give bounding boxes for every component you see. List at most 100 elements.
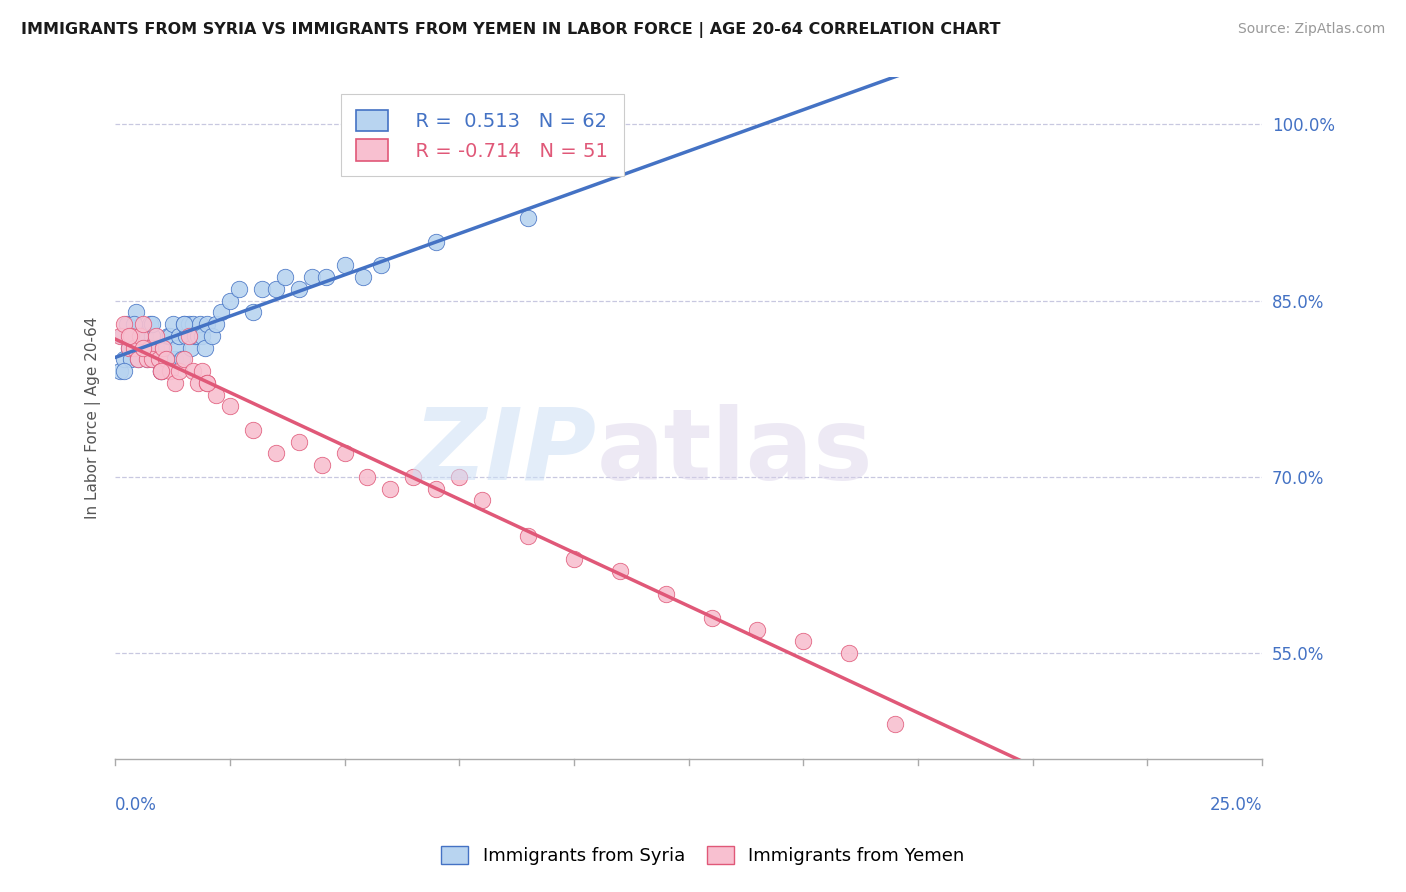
Point [209,305,232,319]
Point [792,634,814,648]
Point [112,317,135,331]
Text: IMMIGRANTS FROM SYRIA VS IMMIGRANTS FROM YEMEN IN LABOR FORCE | AGE 20-64 CORREL: IMMIGRANTS FROM SYRIA VS IMMIGRANTS FROM… [21,22,1001,38]
Point [205,317,228,331]
Point [173,317,195,331]
Point [143,352,166,367]
Point [169,364,191,378]
Point [311,458,333,472]
Point [333,259,356,273]
Text: 0.0%: 0.0% [115,797,157,814]
Point [145,341,167,355]
Point [177,329,200,343]
Point [118,341,141,355]
Point [228,282,250,296]
Point [187,376,209,390]
Point [700,611,723,625]
Point [136,352,159,367]
Point [517,528,540,542]
Point [264,446,287,460]
Point [138,341,160,355]
Point [127,352,149,367]
Point [370,259,392,273]
Point [163,352,186,367]
Point [118,329,141,343]
Point [155,352,177,367]
Point [205,387,228,401]
Text: ZIP: ZIP [413,404,598,500]
Point [163,376,186,390]
Point [884,716,907,731]
Point [250,282,273,296]
Point [138,317,160,331]
Point [134,329,156,343]
Point [115,317,138,331]
Point [112,352,135,367]
Point [181,317,204,331]
Point [166,341,188,355]
Point [122,317,145,331]
Point [132,341,155,355]
Point [129,329,152,343]
Point [242,423,264,437]
Point [194,341,217,355]
Text: 25.0%: 25.0% [1209,797,1263,814]
Point [471,493,494,508]
Point [287,282,309,296]
Point [150,364,173,378]
Point [838,646,860,660]
Point [173,317,195,331]
Point [156,329,179,343]
Point [301,270,323,285]
Point [120,352,142,367]
Point [200,329,222,343]
Point [112,364,135,378]
Point [181,364,204,378]
Point [108,364,131,378]
Point [141,329,163,343]
Point [274,270,297,285]
Point [218,293,240,308]
Point [654,587,676,601]
Point [333,446,356,460]
Point [264,282,287,296]
Point [173,352,195,367]
Point [150,364,173,378]
Legend:   R =  0.513   N = 62,   R = -0.714   N = 51: R = 0.513 N = 62, R = -0.714 N = 51 [340,94,623,177]
Point [195,376,218,390]
Point [122,329,145,343]
Point [145,329,167,343]
Point [191,329,214,343]
Point [159,329,181,343]
Point [141,317,163,331]
Point [315,270,337,285]
Y-axis label: In Labor Force | Age 20-64: In Labor Force | Age 20-64 [86,317,101,519]
Point [111,329,134,343]
Point [242,305,264,319]
Point [449,470,471,484]
Point [162,317,184,331]
Point [141,352,163,367]
Point [118,341,141,355]
Point [287,434,309,449]
Point [159,364,181,378]
Point [380,482,402,496]
Point [609,564,631,578]
Text: atlas: atlas [598,404,873,500]
Point [218,400,240,414]
Point [122,341,145,355]
Point [132,341,155,355]
Point [356,470,378,484]
Point [517,211,540,226]
Point [127,352,149,367]
Point [184,329,207,343]
Point [125,305,148,319]
Point [747,623,769,637]
Point [136,352,159,367]
Point [425,482,447,496]
Point [132,317,155,331]
Point [132,341,155,355]
Point [195,376,218,390]
Point [352,270,374,285]
Point [170,352,193,367]
Point [188,317,211,331]
